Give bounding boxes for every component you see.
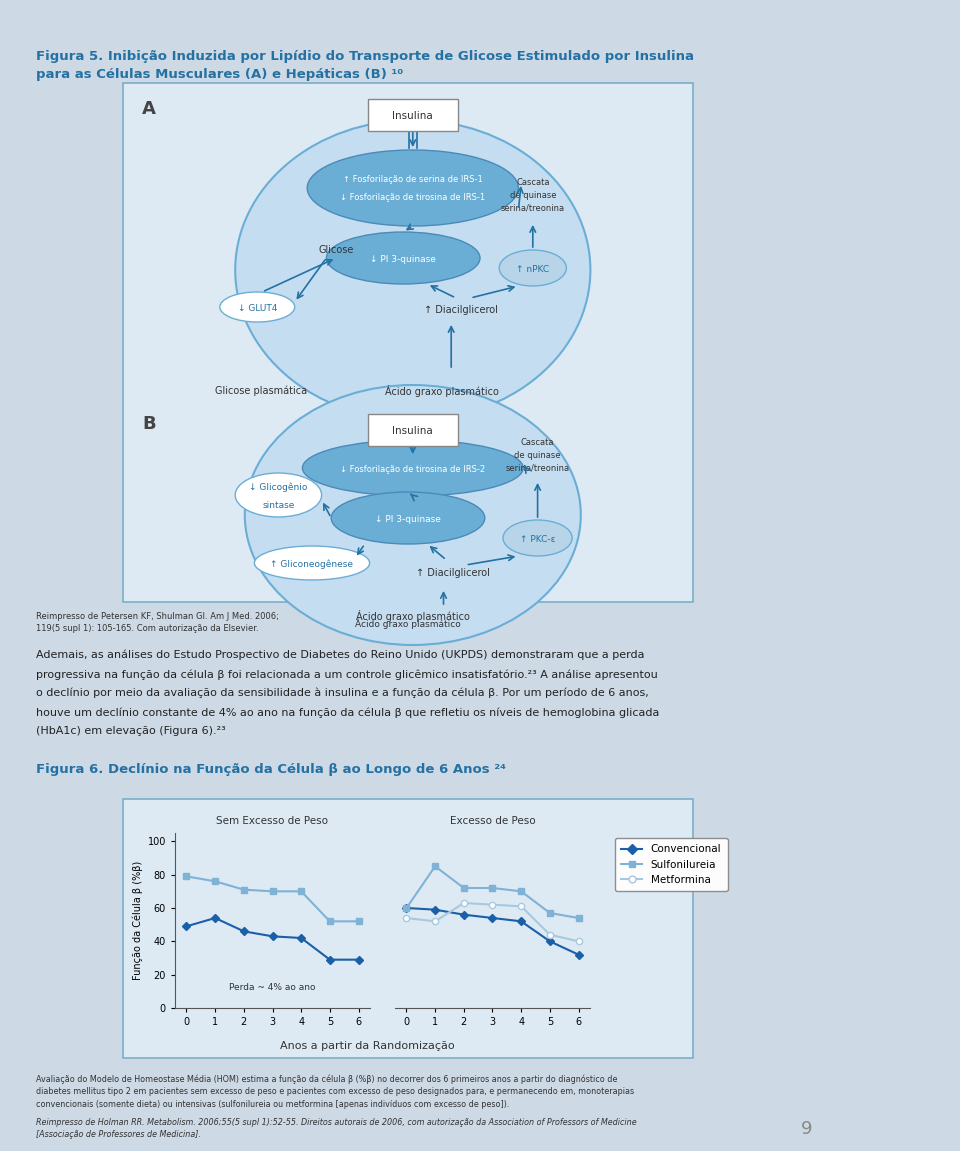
- Text: Glicose plasmática: Glicose plasmática: [215, 384, 307, 396]
- Legend: Convencional, Sulfonilureia, Metformina: Convencional, Sulfonilureia, Metformina: [615, 838, 728, 891]
- Text: ↑ Diacilglicerol: ↑ Diacilglicerol: [417, 567, 490, 578]
- Text: Cascata
de quinase
serina/treonina: Cascata de quinase serina/treonina: [506, 439, 569, 472]
- Text: Reimpresso de Petersen KF, Shulman GI. Am J Med. 2006;: Reimpresso de Petersen KF, Shulman GI. A…: [36, 612, 279, 622]
- Text: Ácido graxo plasmático: Ácido graxo plasmático: [385, 384, 498, 397]
- Ellipse shape: [503, 520, 572, 556]
- Text: sintase: sintase: [262, 501, 295, 510]
- Text: A: A: [142, 100, 156, 119]
- FancyBboxPatch shape: [123, 799, 693, 1058]
- Text: ↑ Fosforilação de serina de IRS-1: ↑ Fosforilação de serina de IRS-1: [343, 175, 483, 183]
- Ellipse shape: [245, 384, 581, 645]
- Text: Figura 5. Inibição Induzida por Lipídio do Transporte de Glicose Estimulado por : Figura 5. Inibição Induzida por Lipídio …: [36, 49, 694, 63]
- Ellipse shape: [220, 292, 295, 322]
- Text: ↓ Glicogênio: ↓ Glicogênio: [250, 482, 307, 491]
- Text: [Associação de Professores de Medicina].: [Associação de Professores de Medicina].: [36, 1130, 202, 1139]
- Text: Perda ~ 4% ao ano: Perda ~ 4% ao ano: [229, 983, 316, 992]
- Text: 9: 9: [801, 1120, 812, 1138]
- Y-axis label: Função da Célula β (%β): Função da Célula β (%β): [132, 861, 143, 981]
- Text: ↓ PI 3-quinase: ↓ PI 3-quinase: [371, 254, 436, 264]
- Text: ↑ Gliconeogênese: ↑ Gliconeogênese: [271, 559, 353, 569]
- Text: ↓ GLUT4: ↓ GLUT4: [237, 304, 277, 313]
- Text: Sem Excesso de Peso: Sem Excesso de Peso: [217, 816, 328, 826]
- Ellipse shape: [331, 491, 485, 544]
- Text: ↑ nPKC: ↑ nPKC: [516, 265, 549, 274]
- FancyBboxPatch shape: [368, 414, 458, 445]
- Text: o declínio por meio da avaliação da sensibilidade à insulina e a função da célul: o declínio por meio da avaliação da sens…: [36, 688, 649, 699]
- Text: Reimpresso de Holman RR. Metabolism. 2006;55(5 supl 1):52-55. Direitos autorais : Reimpresso de Holman RR. Metabolism. 200…: [36, 1118, 637, 1127]
- Ellipse shape: [235, 120, 590, 420]
- Text: ↓ Fosforilação de tirosina de IRS-2: ↓ Fosforilação de tirosina de IRS-2: [340, 465, 486, 473]
- Text: Avaliação do Modelo de Homeostase Média (HOM) estima a função da célula β (%β) n: Avaliação do Modelo de Homeostase Média …: [36, 1074, 618, 1083]
- Text: (HbA1c) em elevação (Figura 6).²³: (HbA1c) em elevação (Figura 6).²³: [36, 726, 227, 735]
- Text: ↓ PI 3-quinase: ↓ PI 3-quinase: [375, 514, 441, 524]
- FancyBboxPatch shape: [368, 99, 458, 131]
- Text: Ademais, as análises do Estudo Prospectivo de Diabetes do Reino Unido (UKPDS) de: Ademais, as análises do Estudo Prospecti…: [36, 650, 645, 661]
- Ellipse shape: [235, 473, 322, 517]
- FancyBboxPatch shape: [123, 83, 693, 602]
- Text: Ácido graxo plasmático: Ácido graxo plasmático: [356, 610, 469, 622]
- Text: houve um declínio constante de 4% ao ano na função da célula β que refletiu os n: houve um declínio constante de 4% ao ano…: [36, 707, 660, 717]
- Ellipse shape: [302, 440, 523, 496]
- Text: Anos a partir da Randomização: Anos a partir da Randomização: [280, 1041, 454, 1051]
- Text: diabetes mellitus tipo 2 em pacientes sem excesso de peso e pacientes com excess: diabetes mellitus tipo 2 em pacientes se…: [36, 1087, 635, 1096]
- Text: Ácido graxo plasmático: Ácido graxo plasmático: [355, 618, 461, 628]
- Text: ↓ Fosforilação de tirosina de IRS-1: ↓ Fosforilação de tirosina de IRS-1: [340, 192, 486, 201]
- Text: Excesso de Peso: Excesso de Peso: [449, 816, 536, 826]
- Text: Insulina: Insulina: [393, 110, 433, 121]
- Ellipse shape: [307, 150, 518, 226]
- Ellipse shape: [326, 233, 480, 284]
- Text: ↑ PKC-ε: ↑ PKC-ε: [519, 534, 556, 543]
- Text: Glicose: Glicose: [319, 245, 353, 256]
- Text: convencionais (somente dieta) ou intensivas (sulfonilureia ou metformina [apenas: convencionais (somente dieta) ou intensi…: [36, 1100, 510, 1110]
- Text: Cascata
de quinase
serina/treonina: Cascata de quinase serina/treonina: [501, 178, 564, 212]
- Text: progressiva na função da célula β foi relacionada a um controle glicêmico insati: progressiva na função da célula β foi re…: [36, 669, 659, 679]
- Ellipse shape: [254, 546, 370, 580]
- Text: Figura 6. Declínio na Função da Célula β ao Longo de 6 Anos ²⁴: Figura 6. Declínio na Função da Célula β…: [36, 763, 507, 776]
- Text: Insulina: Insulina: [393, 426, 433, 436]
- Text: B: B: [142, 416, 156, 433]
- Text: ↑ Diacilglicerol: ↑ Diacilglicerol: [424, 305, 497, 315]
- Text: para as Células Musculares (A) e Hepáticas (B) ¹⁰: para as Células Musculares (A) e Hepátic…: [36, 68, 403, 81]
- Ellipse shape: [499, 250, 566, 285]
- Text: 119(5 supl 1): 105-165. Com autorização da Elsevier.: 119(5 supl 1): 105-165. Com autorização …: [36, 624, 259, 633]
